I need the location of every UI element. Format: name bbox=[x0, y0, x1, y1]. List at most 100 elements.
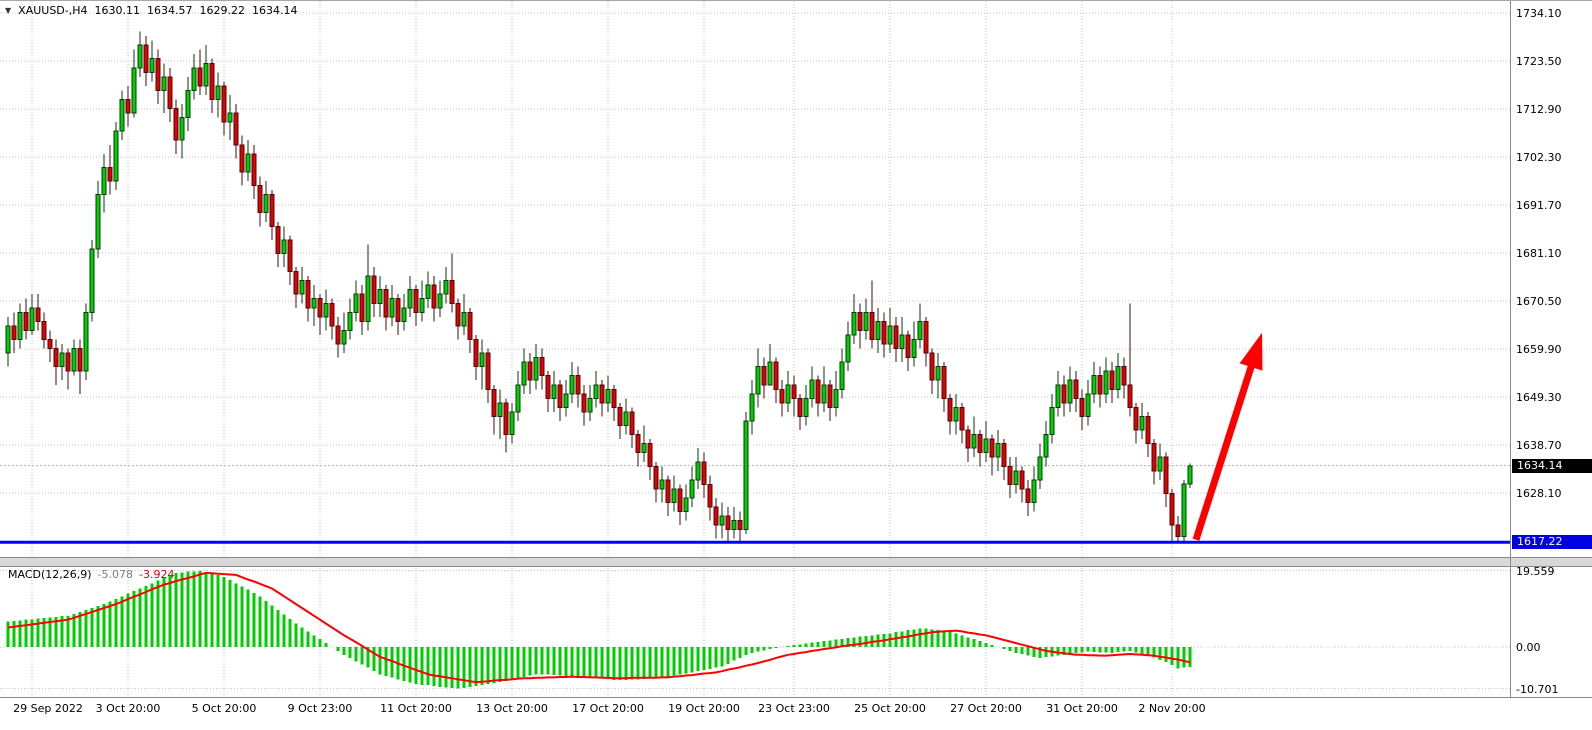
candle-body bbox=[245, 153, 251, 173]
candle-body bbox=[23, 311, 29, 331]
candle-body bbox=[515, 384, 521, 413]
candle-body bbox=[905, 334, 911, 359]
candle-body bbox=[1085, 393, 1091, 417]
candle-body bbox=[911, 338, 917, 359]
candle-body bbox=[1133, 406, 1139, 431]
candle-body bbox=[257, 185, 263, 214]
candle-body bbox=[1055, 384, 1061, 408]
candle-body bbox=[77, 348, 83, 372]
candle-body bbox=[431, 284, 437, 309]
candle-body bbox=[833, 388, 839, 408]
candle-body bbox=[551, 384, 557, 399]
candle-body bbox=[1187, 465, 1193, 485]
candle-body bbox=[65, 352, 71, 372]
candle-body bbox=[455, 302, 461, 327]
symbol-dropdown-icon[interactable]: ▼ bbox=[5, 6, 12, 15]
candle-body bbox=[977, 434, 983, 454]
candle-body bbox=[407, 289, 413, 309]
candle-body bbox=[851, 311, 857, 336]
symbol-info: ▼ XAUUSD-,H4 1630.11 1634.57 1629.22 163… bbox=[5, 4, 305, 17]
candle-body bbox=[797, 397, 803, 417]
candle-body bbox=[617, 406, 623, 427]
candle-body bbox=[533, 357, 539, 381]
ohlc-close: 1634.14 bbox=[252, 4, 298, 17]
candle-body bbox=[11, 325, 17, 340]
candle-body bbox=[143, 44, 149, 73]
candle-body bbox=[353, 293, 359, 313]
candle-body bbox=[341, 329, 347, 345]
candle-body bbox=[959, 406, 965, 431]
candle-body bbox=[701, 461, 707, 485]
candle-body bbox=[233, 112, 239, 146]
candle-body bbox=[209, 62, 215, 100]
candle-body bbox=[929, 352, 935, 381]
candle-body bbox=[593, 384, 599, 399]
candle-body bbox=[761, 366, 767, 386]
candle-body bbox=[275, 225, 281, 254]
candle-body bbox=[221, 85, 227, 123]
candle-body bbox=[1097, 375, 1103, 395]
symbol-title: XAUUSD-,H4 bbox=[18, 4, 88, 17]
candle-body bbox=[1079, 397, 1085, 417]
macd-histogram bbox=[6, 570, 1192, 689]
candle-body bbox=[953, 406, 959, 422]
macd-name: MACD(12,26,9) bbox=[8, 568, 92, 581]
candle-body bbox=[41, 320, 47, 340]
candle-body bbox=[869, 311, 875, 340]
candle-body bbox=[1157, 456, 1163, 472]
candle-body bbox=[989, 438, 995, 458]
candle-body bbox=[281, 239, 287, 254]
candle-body bbox=[605, 388, 611, 404]
trend-arrow[interactable] bbox=[1192, 332, 1263, 541]
candle-body bbox=[647, 443, 653, 467]
candle-body bbox=[923, 320, 929, 354]
candle-body bbox=[461, 311, 467, 327]
candle-body bbox=[539, 357, 545, 377]
candle-body bbox=[743, 420, 749, 531]
candle-body bbox=[377, 289, 383, 304]
candle-body bbox=[731, 520, 737, 531]
hline-price-badge: 1617.22 bbox=[1512, 535, 1592, 550]
pane-separator[interactable] bbox=[0, 557, 1592, 567]
candle-body bbox=[239, 144, 245, 173]
candle-body bbox=[203, 62, 209, 87]
candle-body bbox=[803, 397, 809, 417]
candle-body bbox=[329, 302, 335, 327]
candle-body bbox=[347, 311, 353, 331]
candle-body bbox=[251, 153, 257, 187]
candle-body bbox=[1007, 465, 1013, 485]
candle-body bbox=[293, 271, 299, 295]
candle-body bbox=[167, 76, 173, 110]
candle-body bbox=[299, 280, 305, 295]
candle-body bbox=[215, 85, 221, 100]
macd-axis-label-top: 19.559 bbox=[1516, 564, 1555, 578]
candle-body bbox=[719, 515, 725, 526]
candles-layer[interactable] bbox=[5, 31, 1193, 543]
candle-body bbox=[815, 379, 821, 404]
candle-body bbox=[863, 311, 869, 331]
candle-body bbox=[1175, 524, 1181, 537]
candle-body bbox=[173, 108, 179, 141]
candle-body bbox=[125, 98, 131, 114]
candle-body bbox=[473, 338, 479, 368]
candle-body bbox=[725, 515, 731, 531]
candle-body bbox=[521, 361, 527, 386]
candle-body bbox=[641, 443, 647, 454]
candle-body bbox=[581, 393, 587, 413]
candle-body bbox=[683, 497, 689, 513]
candle-body bbox=[29, 307, 35, 331]
candle-body bbox=[971, 434, 977, 449]
candle-body bbox=[35, 307, 41, 322]
candle-body bbox=[821, 384, 827, 404]
macd-axis-label-bottom: -10.701 bbox=[1516, 682, 1559, 696]
candle-body bbox=[965, 429, 971, 449]
candle-body bbox=[659, 479, 665, 490]
candle-body bbox=[1061, 384, 1067, 404]
candle-body bbox=[359, 293, 365, 322]
candle-body bbox=[161, 76, 167, 91]
candle-body bbox=[185, 89, 191, 119]
candle-body bbox=[53, 348, 59, 368]
candle-body bbox=[191, 67, 197, 91]
